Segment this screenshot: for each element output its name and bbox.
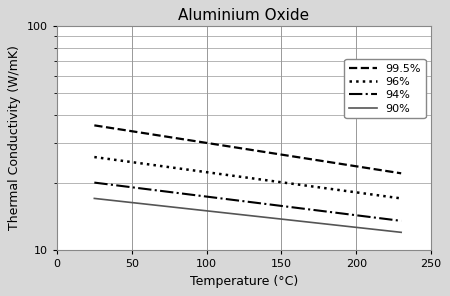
Title: Aluminium Oxide: Aluminium Oxide [179,8,310,23]
Legend: 99.5%, 96%, 94%, 90%: 99.5%, 96%, 94%, 90% [345,59,426,118]
Y-axis label: Thermal Conductivity (W/mK): Thermal Conductivity (W/mK) [9,46,21,230]
X-axis label: Temperature (°C): Temperature (°C) [190,275,298,288]
